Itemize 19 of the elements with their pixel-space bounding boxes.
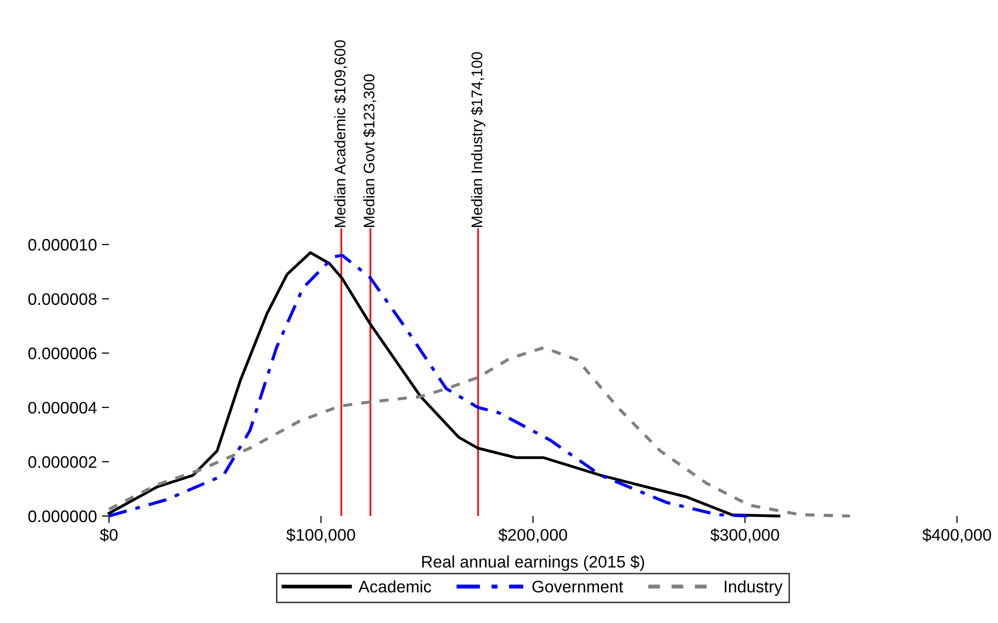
- x-tick-label: $100,000: [286, 528, 356, 543]
- y-tick-label: 0.000000: [28, 510, 97, 522]
- legend-label: Academic: [358, 580, 432, 593]
- y-tick-label: 0.000010: [28, 238, 97, 251]
- ref-line-label: Median Govt $123,300: [363, 74, 376, 227]
- x-tick-label: $400,000: [922, 528, 992, 543]
- x-tick-label: $300,000: [710, 528, 780, 543]
- legend-label: Industry: [724, 580, 783, 596]
- x-tick-label: $0: [100, 528, 118, 542]
- y-tick-label: 0.000008: [28, 293, 96, 306]
- x-tick-label: $200,000: [498, 528, 568, 543]
- y-tick-label: 0.000004: [28, 402, 97, 414]
- y-tick-label: 0.000002: [28, 456, 96, 468]
- legend-label: Government: [532, 580, 624, 593]
- y-tick-label: 0.000006: [28, 348, 96, 360]
- ref-line-label: Median Industry $174,100: [470, 52, 486, 227]
- x-axis-title: Real annual earnings (2015 $): [422, 555, 644, 571]
- line-series: [107, 346, 852, 518]
- ref-line-label: Median Academic $109,600: [334, 40, 348, 227]
